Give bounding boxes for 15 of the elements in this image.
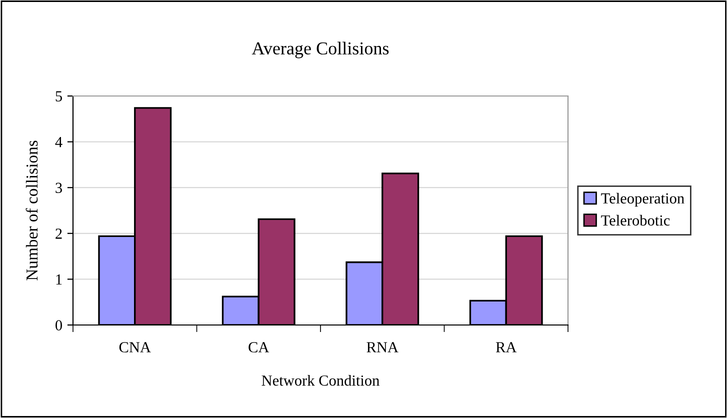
x-tick-label: CA <box>248 342 270 352</box>
y-tick-label: 3 <box>56 182 62 194</box>
y-axis-title: Number of collisions <box>26 140 38 280</box>
legend-label: Telerobotic <box>601 214 670 226</box>
chart-title: Average Collisions <box>252 42 389 58</box>
x-tick-label: RA <box>496 342 517 352</box>
y-tick-label: 5 <box>56 91 62 102</box>
y-tick-label: 0 <box>56 320 62 330</box>
x-axis-title: Network Condition <box>262 374 380 386</box>
y-tick-label: 2 <box>56 228 62 239</box>
x-tick-label: CNA <box>119 342 151 352</box>
y-tick-label: 4 <box>55 137 62 148</box>
y-tick-label: 1 <box>56 274 62 284</box>
x-tick-label: RNA <box>366 342 398 352</box>
legend-label: Teleoperation <box>601 192 684 207</box>
